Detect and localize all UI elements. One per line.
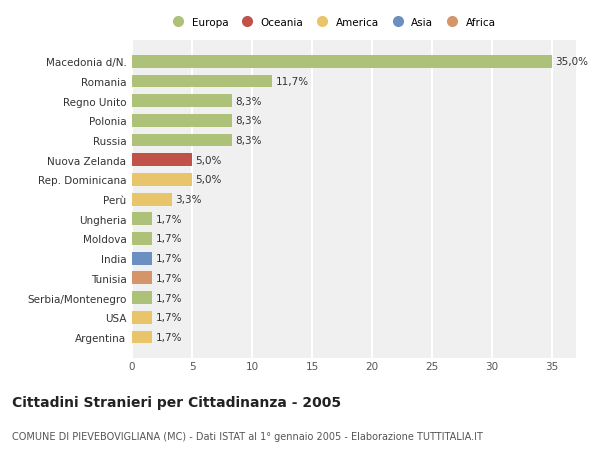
Bar: [132, 311, 152, 324]
Bar: [132, 213, 152, 226]
Bar: [132, 174, 192, 186]
Text: 5,0%: 5,0%: [196, 175, 222, 185]
Bar: [132, 233, 152, 246]
Bar: [132, 115, 232, 128]
Text: 1,7%: 1,7%: [156, 234, 182, 244]
Bar: [132, 56, 552, 68]
Text: 1,7%: 1,7%: [156, 254, 182, 263]
Text: 8,3%: 8,3%: [235, 136, 262, 146]
Text: 1,7%: 1,7%: [156, 214, 182, 224]
Bar: [132, 75, 272, 88]
Bar: [132, 134, 232, 147]
Bar: [132, 95, 232, 108]
Bar: [132, 252, 152, 265]
Text: Cittadini Stranieri per Cittadinanza - 2005: Cittadini Stranieri per Cittadinanza - 2…: [12, 395, 341, 409]
Text: 5,0%: 5,0%: [196, 155, 222, 165]
Text: 1,7%: 1,7%: [156, 332, 182, 342]
Text: 8,3%: 8,3%: [235, 96, 262, 106]
Bar: [132, 193, 172, 206]
Text: 8,3%: 8,3%: [235, 116, 262, 126]
Legend: Europa, Oceania, America, Asia, Africa: Europa, Oceania, America, Asia, Africa: [165, 15, 499, 31]
Bar: [132, 331, 152, 344]
Text: 3,3%: 3,3%: [175, 195, 202, 205]
Bar: [132, 272, 152, 285]
Text: 11,7%: 11,7%: [276, 77, 309, 87]
Text: COMUNE DI PIEVEBOVIGLIANA (MC) - Dati ISTAT al 1° gennaio 2005 - Elaborazione TU: COMUNE DI PIEVEBOVIGLIANA (MC) - Dati IS…: [12, 431, 483, 442]
Text: 1,7%: 1,7%: [156, 313, 182, 323]
Bar: [132, 154, 192, 167]
Text: 1,7%: 1,7%: [156, 273, 182, 283]
Bar: [132, 291, 152, 304]
Text: 35,0%: 35,0%: [556, 57, 589, 67]
Text: 1,7%: 1,7%: [156, 293, 182, 303]
